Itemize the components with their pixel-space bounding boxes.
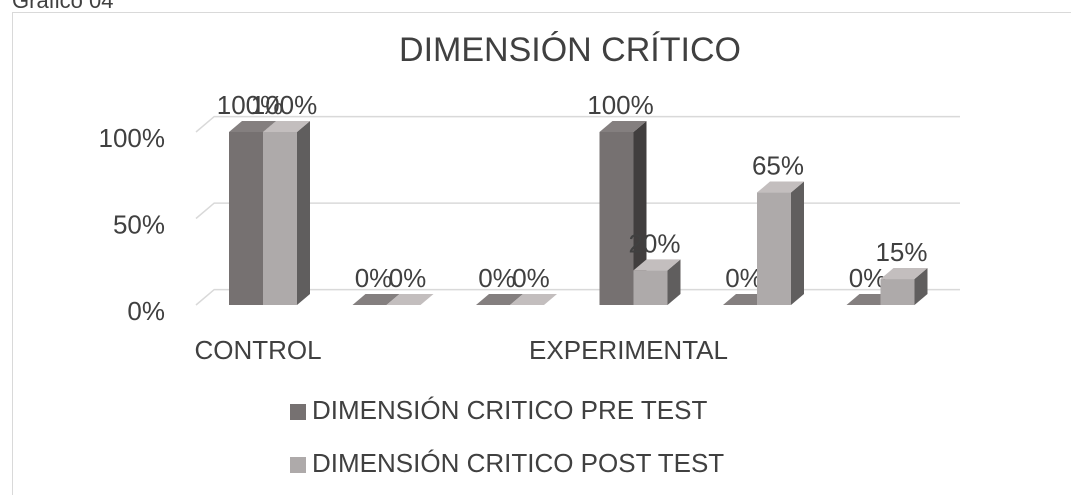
data-label: 0%: [512, 263, 550, 293]
legend-swatch: [290, 457, 306, 473]
x-tick-label: EXPERIMENTAL: [529, 335, 728, 365]
data-label: 15%: [875, 237, 927, 267]
data-label: 100%: [587, 90, 654, 120]
bar-front: [757, 193, 791, 305]
grid-line: [196, 203, 960, 218]
x-tick-label: CONTROL: [194, 335, 321, 365]
data-label: 65%: [752, 150, 804, 180]
bar: [881, 268, 928, 305]
data-label: 0%: [478, 263, 516, 293]
data-label: 20%: [628, 228, 680, 258]
data-label: 0%: [389, 263, 427, 293]
legend-swatch: [290, 404, 306, 420]
chart-title: DIMENSIÓN CRÍTICO: [399, 31, 741, 69]
bar-front: [881, 279, 915, 305]
bar-front: [263, 132, 297, 305]
y-tick-label: 0%: [127, 296, 165, 326]
bar-front: [634, 270, 668, 305]
legend-label: DIMENSIÓN CRITICO PRE TEST: [312, 395, 707, 425]
bar-side: [297, 121, 310, 305]
y-tick-label: 100%: [99, 123, 166, 153]
bar: [634, 259, 681, 305]
bar-side: [791, 182, 804, 305]
bar: [263, 121, 310, 305]
data-label: 100%: [251, 90, 318, 120]
caption: Gráfico 04: [12, 0, 114, 13]
data-label: 0%: [355, 263, 393, 293]
legend-label: DIMENSIÓN CRITICO POST TEST: [312, 448, 724, 478]
bar: [757, 182, 804, 305]
bar-front: [229, 132, 263, 305]
bar-front: [600, 132, 634, 305]
grid-line: [196, 290, 960, 305]
y-tick-label: 50%: [113, 209, 165, 239]
